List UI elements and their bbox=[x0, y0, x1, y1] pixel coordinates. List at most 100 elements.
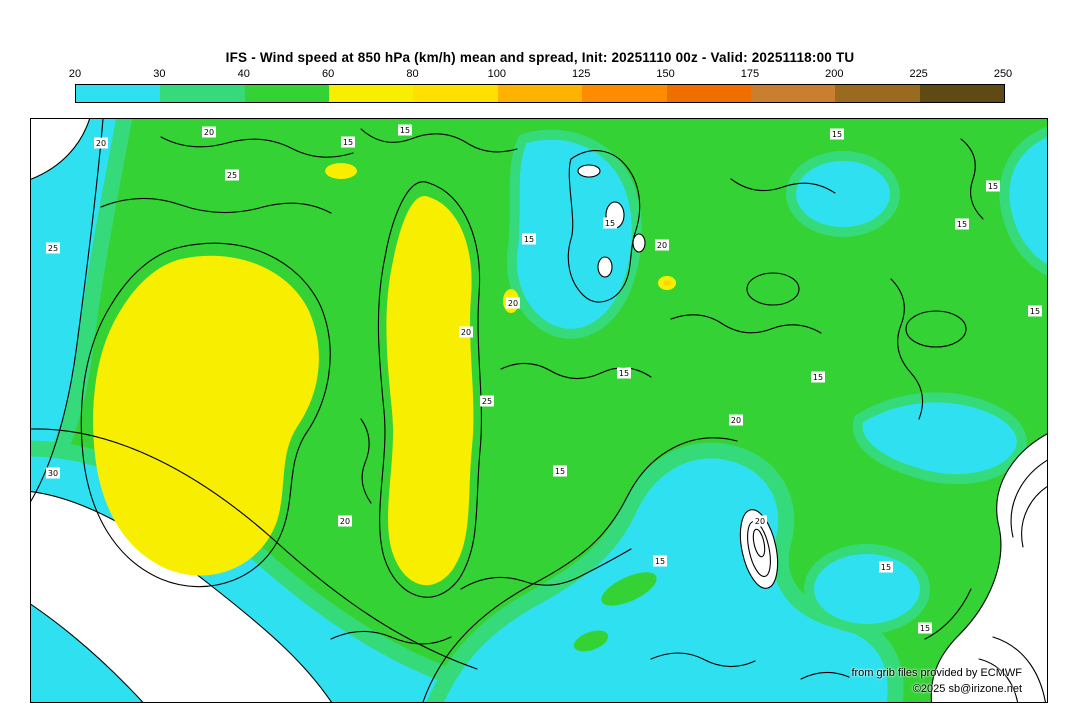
contour-label: 15 bbox=[555, 467, 565, 476]
colorbar-segment bbox=[76, 85, 161, 102]
colorbar-tick: 40 bbox=[237, 68, 250, 80]
region-yellow-centre-band bbox=[386, 196, 474, 586]
contour-label: 25 bbox=[227, 171, 237, 180]
contour-label-chip bbox=[811, 371, 825, 383]
colorbar-segment bbox=[666, 85, 751, 102]
contour-label: 15 bbox=[400, 126, 410, 135]
region-cyan-southeast bbox=[804, 544, 930, 634]
contour-label: 20 bbox=[461, 328, 471, 337]
contour-label-chip bbox=[506, 297, 520, 309]
colorbar-segment bbox=[329, 85, 414, 102]
colorbar-segment bbox=[835, 85, 920, 102]
region-yellow-west-max bbox=[93, 255, 319, 576]
spread-contours bbox=[31, 119, 1047, 702]
contour-label: 20 bbox=[755, 517, 765, 526]
region-green-island-2 bbox=[573, 630, 609, 652]
contour-label: 15 bbox=[1030, 307, 1040, 316]
weather-map-svg: 20 20 25 15 15 15 15 20 20 20 25 15 20 15 15 15 15 15 15 15… bbox=[31, 119, 1047, 702]
region-green-island-1 bbox=[601, 572, 657, 606]
region-cyan-east-band bbox=[852, 392, 1027, 485]
contour-label: 25 bbox=[48, 244, 58, 253]
contour-label-chip bbox=[94, 137, 108, 149]
contour-label: 15 bbox=[605, 219, 615, 228]
colorbar-tick: 125 bbox=[571, 68, 591, 80]
terrain-southeast-massif bbox=[930, 433, 1047, 702]
contour-label: 15 bbox=[655, 557, 665, 566]
contour-label-chip bbox=[398, 124, 412, 136]
contour-labels: 20 20 25 15 15 15 15 20 20 20 25 15 20 15 15 15 15 15 15 15… bbox=[46, 124, 1042, 634]
contour-label-chip bbox=[46, 242, 60, 254]
region-yellow-spot-north bbox=[325, 163, 357, 179]
contour-label-chip bbox=[655, 239, 669, 251]
contour-label-chip bbox=[986, 180, 1000, 192]
contour-label: 15 bbox=[920, 624, 930, 633]
contour-label: 20 bbox=[657, 241, 667, 250]
terrain-speck-4 bbox=[632, 233, 646, 253]
attribution-copyright: ©2025 sb@irizone.net bbox=[912, 683, 1022, 695]
region-gold-spot bbox=[663, 280, 671, 286]
contour-label: 15 bbox=[619, 369, 629, 378]
colorbar-ticks: 20 30 40 60 80 100 125 150 175 200 225 250 bbox=[69, 68, 1012, 82]
contour-label: 20 bbox=[204, 128, 214, 137]
contour-label: 15 bbox=[813, 373, 823, 382]
colorbar-tick: 250 bbox=[993, 68, 1013, 80]
colorbar bbox=[75, 84, 1005, 103]
contour-label-chip bbox=[918, 622, 932, 634]
colorbar-segment bbox=[582, 85, 667, 102]
contour-label-chip bbox=[729, 414, 743, 426]
colorbar-tick: 60 bbox=[321, 68, 335, 80]
region-white-topleft bbox=[31, 119, 91, 180]
contour-label-chip bbox=[46, 467, 60, 479]
colorbar-tick: 150 bbox=[656, 68, 675, 80]
contour-label: 25 bbox=[482, 397, 492, 406]
contour-label: 30 bbox=[48, 469, 58, 478]
contour-label-chip bbox=[603, 217, 617, 229]
terrain-speck-3 bbox=[597, 256, 613, 278]
contour-label: 15 bbox=[881, 563, 891, 572]
contour-label-chip bbox=[338, 515, 352, 527]
weather-map: 20 20 25 15 15 15 15 20 20 20 25 15 20 15 15 15 15 15 15 15… bbox=[30, 118, 1048, 703]
colorbar-tick: 175 bbox=[740, 68, 760, 80]
colorbar-tick: 30 bbox=[153, 68, 166, 80]
contour-label: 15 bbox=[524, 235, 534, 244]
contour-label-chip bbox=[1028, 305, 1042, 317]
contour-label-chip bbox=[553, 465, 567, 477]
colorbar-tick: 200 bbox=[825, 68, 844, 80]
contour-label-chip bbox=[617, 367, 631, 379]
colorbar-segment bbox=[750, 85, 836, 102]
page-title: IFS - Wind speed at 850 hPa (km/h) mean … bbox=[225, 50, 855, 65]
contour-label: 20 bbox=[508, 299, 518, 308]
attribution-source: from grib files provided by ECMWF bbox=[851, 667, 1022, 679]
contour-label-chip bbox=[480, 395, 494, 407]
contour-label-chip bbox=[202, 126, 216, 138]
colorbar-tick: 100 bbox=[487, 68, 506, 80]
contour-label: 15 bbox=[832, 130, 842, 139]
colorbar-tick: 225 bbox=[909, 68, 928, 80]
contour-label-chip bbox=[879, 561, 893, 573]
colorbar-segment bbox=[919, 85, 1004, 102]
contour-label-chip bbox=[955, 218, 969, 230]
contour-label: 20 bbox=[96, 139, 106, 148]
terrain-speck-1 bbox=[577, 164, 601, 178]
region-cyan-northeast bbox=[786, 151, 900, 237]
contour-label: 20 bbox=[731, 416, 741, 425]
terrain-white-areas bbox=[577, 164, 1047, 702]
contour-label: 20 bbox=[340, 517, 350, 526]
colorbar-tick: 80 bbox=[406, 68, 419, 80]
colorbar-segment bbox=[244, 85, 330, 102]
contour-label-chip bbox=[653, 555, 667, 567]
colorbar-segment bbox=[413, 85, 498, 102]
colorbar-segment bbox=[160, 85, 245, 102]
contour-label-chip bbox=[341, 136, 355, 148]
colorbar-tick: 20 bbox=[68, 68, 82, 80]
contour-label-chip bbox=[459, 326, 473, 338]
contour-label-chip bbox=[522, 233, 536, 245]
contour-label-chip bbox=[830, 128, 844, 140]
contour-label: 15 bbox=[957, 220, 967, 229]
contour-label-chip bbox=[753, 515, 767, 527]
colorbar-segment bbox=[497, 85, 583, 102]
contour-label: 15 bbox=[988, 182, 998, 191]
contour-label: 15 bbox=[343, 138, 353, 147]
region-cyan-upper-centre bbox=[506, 129, 642, 339]
